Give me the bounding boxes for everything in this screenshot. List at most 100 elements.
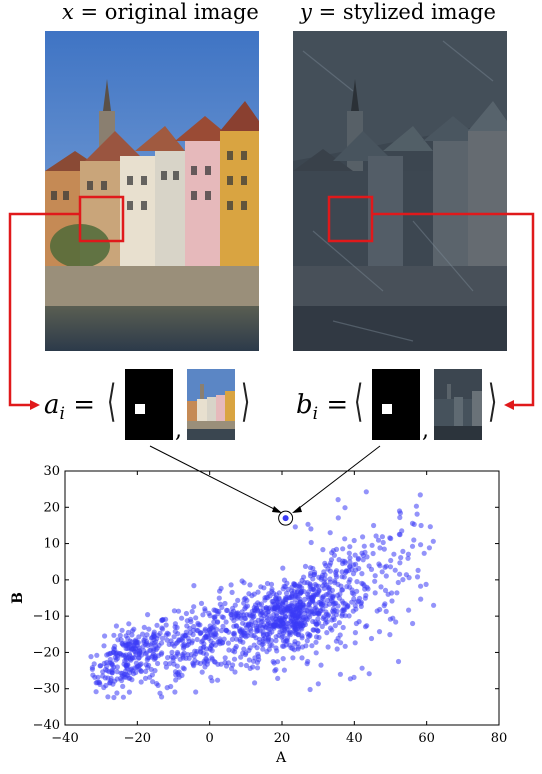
scatter-point: [171, 661, 177, 667]
scatter-point: [318, 662, 324, 668]
scatter-point: [157, 630, 163, 637]
scatter-point: [194, 636, 200, 643]
scatter-point: [146, 626, 152, 632]
scatter-point: [164, 685, 170, 691]
scatter-point: [179, 615, 185, 621]
scatter-point: [383, 563, 389, 569]
scatter-point: [397, 514, 403, 521]
scatter-point: [264, 580, 271, 587]
scatter-point: [237, 636, 243, 643]
arrowhead-right: [504, 400, 514, 410]
scatter-point: [302, 580, 308, 586]
scatter-point: [388, 535, 394, 542]
scatter-point: [195, 622, 202, 628]
scatter-point: [254, 659, 260, 666]
scatter-point: [273, 592, 279, 598]
equation-a-lhs: a: [44, 390, 60, 420]
scatter-point: [173, 653, 179, 660]
scatter-point: [210, 640, 216, 646]
scatter-point: [383, 573, 389, 579]
scatter-point: [269, 588, 275, 595]
scatter-point: [171, 608, 177, 614]
scatter-point: [431, 602, 437, 608]
scatter-point: [410, 620, 416, 627]
scatter-point: [188, 616, 194, 622]
scatter-point: [334, 646, 340, 652]
scatter-point: [405, 555, 411, 561]
scatter-point: [364, 554, 370, 560]
scatter-point: [136, 634, 142, 640]
scatter-point: [134, 664, 140, 670]
scatter-point: [201, 660, 208, 666]
scatter-point: [223, 663, 230, 669]
scatter-point: [292, 524, 298, 530]
scatter-point: [251, 642, 257, 648]
scatter-point: [231, 618, 237, 624]
scatter-point: [359, 665, 365, 671]
scatter-point: [123, 671, 129, 677]
scatter-point: [398, 555, 404, 561]
scatter-point: [280, 586, 286, 592]
scatter-point: [159, 635, 166, 641]
scatter-point: [199, 669, 205, 675]
scatter-point: [260, 646, 266, 652]
scatter-point: [249, 622, 256, 629]
arrow-line-a: [149, 445, 281, 513]
scatter-point: [174, 649, 181, 656]
scatter-point: [299, 635, 305, 641]
scatter-point: [302, 596, 308, 603]
y-tick-label: 30: [43, 464, 60, 479]
scatter-point: [222, 600, 228, 607]
scatter-point: [414, 574, 421, 580]
scatter-point: [268, 616, 274, 622]
scatter-point: [314, 621, 320, 627]
scatter-point: [288, 595, 294, 601]
scatter-point: [106, 669, 112, 675]
scatter-point: [283, 620, 289, 626]
scatter-point: [180, 655, 186, 661]
scatter-point: [375, 537, 382, 543]
scatter-point: [232, 669, 238, 675]
scatter-point: [347, 544, 353, 550]
scatter-point: [423, 581, 429, 588]
scatter-point: [320, 595, 326, 601]
scatter-point: [338, 640, 344, 646]
thumbnail-stylized: [434, 369, 482, 440]
scatter-point: [278, 617, 284, 623]
scatter-point: [138, 679, 144, 685]
scatter-point: [207, 623, 213, 629]
scatter-point: [363, 592, 369, 599]
scatter-point: [94, 652, 100, 658]
scatter-point: [90, 672, 96, 678]
scatter-point: [274, 599, 280, 605]
scatter-point: [89, 665, 95, 671]
scatter-point: [304, 638, 310, 644]
scatter-point: [119, 677, 125, 684]
scatter-point: [243, 662, 249, 669]
scatter-point: [240, 620, 246, 626]
scatter-point: [164, 630, 170, 636]
scatter-point: [274, 648, 280, 654]
scatter-point: [212, 607, 219, 614]
scatter-point: [324, 630, 330, 636]
scatter-point: [342, 560, 348, 566]
scatter-point: [313, 634, 320, 640]
scatter-point: [267, 593, 273, 599]
scatter-point: [366, 563, 372, 569]
scatter-point: [278, 623, 284, 629]
scatter-point: [379, 569, 385, 575]
bracket-a-close: ⟩: [240, 376, 251, 427]
scatter-point: [352, 640, 358, 646]
scatter-point: [181, 650, 187, 656]
scatter-point: [289, 608, 295, 614]
scatter-point: [257, 628, 263, 634]
scatter-point: [198, 600, 205, 607]
scatter-point: [351, 674, 357, 681]
x-tick-label: −40: [51, 731, 78, 746]
scatter-point: [380, 539, 386, 546]
scatter-point: [246, 612, 252, 618]
scatter-point: [245, 633, 251, 639]
scatter-point: [335, 581, 341, 588]
scatter-point: [347, 559, 353, 565]
